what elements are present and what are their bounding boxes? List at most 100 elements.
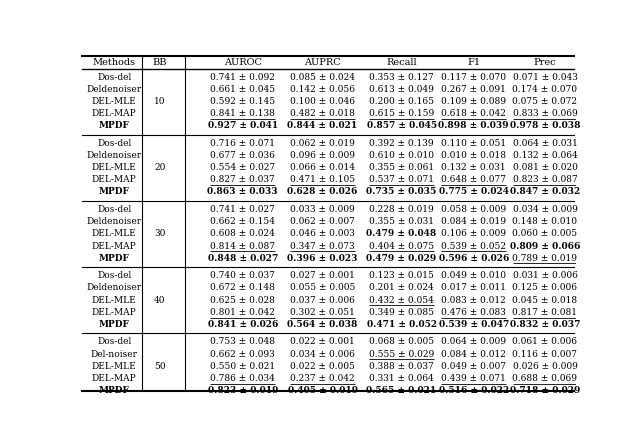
Text: MPDF: MPDF bbox=[99, 187, 129, 196]
Text: 0.302 ± 0.051: 0.302 ± 0.051 bbox=[290, 308, 355, 317]
Text: F1: F1 bbox=[467, 58, 480, 67]
Text: 0.062 ± 0.007: 0.062 ± 0.007 bbox=[290, 217, 355, 226]
Text: 0.068 ± 0.005: 0.068 ± 0.005 bbox=[369, 337, 434, 346]
Text: 0.142 ± 0.056: 0.142 ± 0.056 bbox=[290, 85, 355, 94]
Text: 0.034 ± 0.006: 0.034 ± 0.006 bbox=[290, 349, 355, 359]
Text: DEL-MAP: DEL-MAP bbox=[92, 175, 136, 184]
Text: 0.049 ± 0.010: 0.049 ± 0.010 bbox=[441, 271, 506, 280]
Text: 0.801 ± 0.042: 0.801 ± 0.042 bbox=[211, 308, 275, 317]
Text: 0.026 ± 0.009: 0.026 ± 0.009 bbox=[513, 362, 577, 371]
Text: Deldenoiser: Deldenoiser bbox=[86, 85, 141, 94]
Text: Dos-del: Dos-del bbox=[97, 271, 131, 280]
Text: 0.716 ± 0.071: 0.716 ± 0.071 bbox=[211, 139, 275, 148]
Text: 0.267 ± 0.091: 0.267 ± 0.091 bbox=[441, 85, 506, 94]
Text: 0.661 ± 0.045: 0.661 ± 0.045 bbox=[210, 85, 275, 94]
Text: 0.405 ± 0.019: 0.405 ± 0.019 bbox=[287, 386, 358, 395]
Text: 0.388 ± 0.037: 0.388 ± 0.037 bbox=[369, 362, 434, 371]
Text: MPDF: MPDF bbox=[99, 121, 129, 130]
Text: Methods: Methods bbox=[93, 58, 136, 67]
Text: 0.355 ± 0.031: 0.355 ± 0.031 bbox=[369, 217, 434, 226]
Text: 0.392 ± 0.139: 0.392 ± 0.139 bbox=[369, 139, 434, 148]
Text: 0.844 ± 0.021: 0.844 ± 0.021 bbox=[287, 121, 358, 130]
Text: 0.814 ± 0.087: 0.814 ± 0.087 bbox=[211, 242, 275, 250]
Text: 0.031 ± 0.006: 0.031 ± 0.006 bbox=[513, 271, 577, 280]
Text: 0.037 ± 0.006: 0.037 ± 0.006 bbox=[290, 296, 355, 305]
Text: 0.554 ± 0.027: 0.554 ± 0.027 bbox=[210, 163, 275, 172]
Text: 0.064 ± 0.009: 0.064 ± 0.009 bbox=[441, 337, 506, 346]
Text: 50: 50 bbox=[154, 362, 166, 371]
Text: 0.084 ± 0.012: 0.084 ± 0.012 bbox=[441, 349, 506, 359]
Text: 0.049 ± 0.007: 0.049 ± 0.007 bbox=[441, 362, 506, 371]
Text: 0.033 ± 0.009: 0.033 ± 0.009 bbox=[290, 205, 355, 214]
Text: 0.201 ± 0.024: 0.201 ± 0.024 bbox=[369, 283, 434, 293]
Text: 0.648 ± 0.077: 0.648 ± 0.077 bbox=[441, 175, 506, 184]
Text: 0.817 ± 0.081: 0.817 ± 0.081 bbox=[513, 308, 577, 317]
Text: 0.061 ± 0.006: 0.061 ± 0.006 bbox=[513, 337, 577, 346]
Text: Dos-del: Dos-del bbox=[97, 337, 131, 346]
Text: DEL-MAP: DEL-MAP bbox=[92, 109, 136, 118]
Text: 40: 40 bbox=[154, 296, 166, 305]
Text: 0.132 ± 0.031: 0.132 ± 0.031 bbox=[442, 163, 506, 172]
Text: Deldenoiser: Deldenoiser bbox=[86, 283, 141, 293]
Text: 0.064 ± 0.031: 0.064 ± 0.031 bbox=[513, 139, 577, 148]
Text: 0.479 ± 0.029: 0.479 ± 0.029 bbox=[367, 254, 436, 263]
Text: 0.550 ± 0.021: 0.550 ± 0.021 bbox=[210, 362, 275, 371]
Text: 0.027 ± 0.001: 0.027 ± 0.001 bbox=[290, 271, 355, 280]
Text: 0.174 ± 0.070: 0.174 ± 0.070 bbox=[513, 85, 577, 94]
Text: Dos-del: Dos-del bbox=[97, 72, 131, 82]
Text: 0.347 ± 0.073: 0.347 ± 0.073 bbox=[290, 242, 355, 250]
Text: 0.117 ± 0.070: 0.117 ± 0.070 bbox=[441, 72, 506, 82]
Text: 0.516 ± 0.022: 0.516 ± 0.022 bbox=[438, 386, 509, 395]
Text: 0.017 ± 0.011: 0.017 ± 0.011 bbox=[441, 283, 506, 293]
Text: 0.735 ± 0.035: 0.735 ± 0.035 bbox=[367, 187, 436, 196]
Text: 0.476 ± 0.083: 0.476 ± 0.083 bbox=[441, 308, 506, 317]
Text: DEL-MLE: DEL-MLE bbox=[92, 362, 136, 371]
Text: 0.106 ± 0.009: 0.106 ± 0.009 bbox=[441, 230, 506, 238]
Text: 0.625 ± 0.028: 0.625 ± 0.028 bbox=[211, 296, 275, 305]
Text: 0.564 ± 0.038: 0.564 ± 0.038 bbox=[287, 320, 358, 329]
Text: 0.718 ± 0.029: 0.718 ± 0.029 bbox=[510, 386, 580, 395]
Text: 0.132 ± 0.064: 0.132 ± 0.064 bbox=[513, 151, 577, 160]
Text: 0.978 ± 0.038: 0.978 ± 0.038 bbox=[509, 121, 580, 130]
Text: 0.688 ± 0.069: 0.688 ± 0.069 bbox=[513, 374, 577, 383]
Text: 0.613 ± 0.049: 0.613 ± 0.049 bbox=[369, 85, 434, 94]
Text: 0.349 ± 0.085: 0.349 ± 0.085 bbox=[369, 308, 434, 317]
Text: 0.071 ± 0.043: 0.071 ± 0.043 bbox=[513, 72, 577, 82]
Text: 30: 30 bbox=[154, 230, 166, 238]
Text: 0.034 ± 0.009: 0.034 ± 0.009 bbox=[513, 205, 577, 214]
Text: 0.608 ± 0.024: 0.608 ± 0.024 bbox=[211, 230, 275, 238]
Text: DEL-MLE: DEL-MLE bbox=[92, 97, 136, 106]
Text: 0.672 ± 0.148: 0.672 ± 0.148 bbox=[211, 283, 275, 293]
Text: 0.123 ± 0.015: 0.123 ± 0.015 bbox=[369, 271, 434, 280]
Text: 0.439 ± 0.071: 0.439 ± 0.071 bbox=[441, 374, 506, 383]
Text: 0.045 ± 0.018: 0.045 ± 0.018 bbox=[513, 296, 577, 305]
Text: 0.060 ± 0.005: 0.060 ± 0.005 bbox=[513, 230, 577, 238]
Text: 0.596 ± 0.026: 0.596 ± 0.026 bbox=[438, 254, 509, 263]
Text: Deldenoiser: Deldenoiser bbox=[86, 217, 141, 226]
Text: DEL-MAP: DEL-MAP bbox=[92, 374, 136, 383]
Text: 0.046 ± 0.003: 0.046 ± 0.003 bbox=[290, 230, 355, 238]
Text: DEL-MLE: DEL-MLE bbox=[92, 163, 136, 172]
Text: 0.927 ± 0.041: 0.927 ± 0.041 bbox=[207, 121, 278, 130]
Text: 0.615 ± 0.159: 0.615 ± 0.159 bbox=[369, 109, 435, 118]
Text: BB: BB bbox=[152, 58, 167, 67]
Text: 0.085 ± 0.024: 0.085 ± 0.024 bbox=[290, 72, 355, 82]
Text: 0.081 ± 0.020: 0.081 ± 0.020 bbox=[513, 163, 577, 172]
Text: 0.404 ± 0.075: 0.404 ± 0.075 bbox=[369, 242, 434, 250]
Text: 0.125 ± 0.006: 0.125 ± 0.006 bbox=[513, 283, 577, 293]
Text: 0.841 ± 0.026: 0.841 ± 0.026 bbox=[207, 320, 278, 329]
Text: 0.471 ± 0.052: 0.471 ± 0.052 bbox=[367, 320, 436, 329]
Text: 0.786 ± 0.034: 0.786 ± 0.034 bbox=[211, 374, 275, 383]
Text: 0.058 ± 0.009: 0.058 ± 0.009 bbox=[441, 205, 506, 214]
Text: 0.848 ± 0.027: 0.848 ± 0.027 bbox=[207, 254, 278, 263]
Text: 0.863 ± 0.033: 0.863 ± 0.033 bbox=[207, 187, 278, 196]
Text: 20: 20 bbox=[154, 163, 166, 172]
Text: AUPRC: AUPRC bbox=[304, 58, 341, 67]
Text: 0.539 ± 0.052: 0.539 ± 0.052 bbox=[441, 242, 506, 250]
Text: 0.066 ± 0.014: 0.066 ± 0.014 bbox=[290, 163, 355, 172]
Text: Del-noiser: Del-noiser bbox=[91, 349, 138, 359]
Text: 0.331 ± 0.064: 0.331 ± 0.064 bbox=[369, 374, 434, 383]
Text: 0.096 ± 0.009: 0.096 ± 0.009 bbox=[290, 151, 355, 160]
Text: DEL-MAP: DEL-MAP bbox=[92, 242, 136, 250]
Text: AUROC: AUROC bbox=[224, 58, 262, 67]
